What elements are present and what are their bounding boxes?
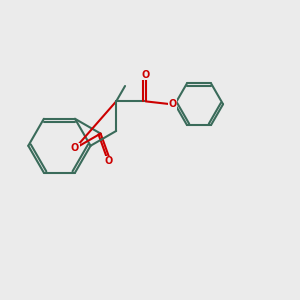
Text: O: O bbox=[168, 99, 176, 109]
Text: O: O bbox=[105, 157, 113, 166]
Text: O: O bbox=[142, 70, 150, 80]
Text: O: O bbox=[71, 143, 79, 153]
